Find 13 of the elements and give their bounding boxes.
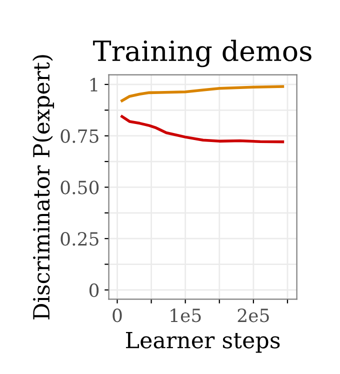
- y-axis-title: Discriminator P(expert): [32, 55, 54, 320]
- y-tick-label: 1: [90, 78, 98, 92]
- y-tick-label: 0.50: [60, 180, 99, 194]
- x-tick-label: 1e5: [170, 308, 201, 322]
- x-tick-label: 0: [112, 308, 122, 322]
- y-tick-label: 0: [89, 283, 99, 298]
- x-tick-label: 2e5: [238, 308, 269, 322]
- line-series: [120, 115, 284, 144]
- chart-title: Training demos: [93, 40, 312, 68]
- y-tick-label: 0.75: [60, 129, 98, 143]
- y-tick-label: 0.25: [60, 232, 98, 246]
- line-series: [120, 85, 284, 102]
- x-axis-title: Learner steps: [126, 332, 280, 353]
